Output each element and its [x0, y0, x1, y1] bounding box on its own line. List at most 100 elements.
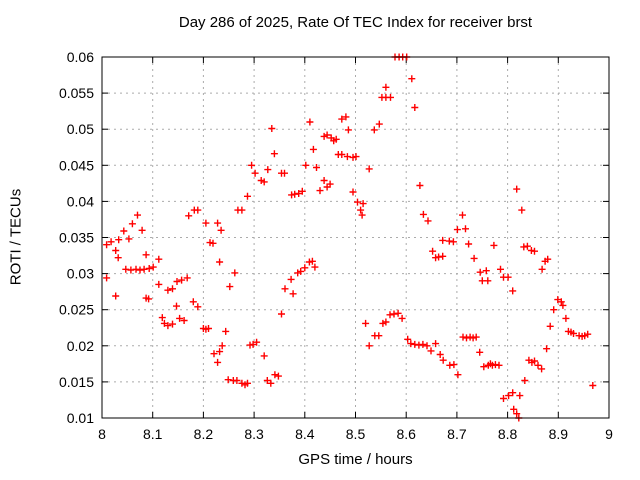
- data-point: [155, 255, 163, 263]
- data-point: [510, 405, 518, 413]
- data-point: [439, 356, 447, 364]
- data-point: [298, 187, 306, 195]
- data-point: [169, 285, 176, 293]
- data-point: [260, 352, 268, 360]
- data-point: [253, 338, 261, 346]
- data-point: [202, 219, 210, 227]
- y-tick-label: 0.05: [67, 121, 94, 137]
- data-point: [244, 379, 251, 387]
- data-point: [407, 340, 415, 348]
- data-point: [194, 206, 202, 214]
- data-point: [387, 93, 394, 101]
- data-point: [222, 327, 230, 335]
- data-point: [281, 169, 288, 177]
- data-point: [309, 145, 317, 153]
- x-tick-label: 8: [98, 426, 106, 442]
- data-point: [320, 177, 328, 184]
- data-point: [436, 351, 444, 358]
- data-point: [450, 361, 458, 369]
- data-point: [267, 379, 275, 387]
- data-point: [362, 319, 370, 327]
- data-point: [404, 335, 412, 343]
- data-point: [550, 306, 558, 314]
- data-point: [382, 83, 390, 91]
- data-point: [424, 217, 432, 225]
- x-tick-label: 8.6: [396, 426, 416, 442]
- data-point: [194, 303, 202, 311]
- data-point: [538, 365, 546, 373]
- data-point: [500, 395, 507, 402]
- data-point: [216, 258, 224, 266]
- data-point: [480, 363, 488, 371]
- data-point: [439, 236, 447, 244]
- data-point: [386, 311, 394, 319]
- data-point: [427, 347, 435, 355]
- data-point: [365, 165, 373, 173]
- data-point: [375, 120, 383, 128]
- x-tick-label: 8.4: [295, 426, 315, 442]
- data-point: [411, 104, 419, 111]
- data-point: [562, 314, 570, 322]
- data-point: [214, 219, 222, 227]
- data-point: [173, 278, 181, 285]
- data-point: [112, 247, 120, 254]
- data-point: [103, 241, 111, 249]
- data-point: [326, 180, 334, 188]
- data-point: [429, 247, 437, 255]
- data-point: [316, 187, 324, 195]
- data-point: [354, 198, 361, 206]
- data-point: [449, 238, 457, 246]
- data-point: [453, 226, 461, 234]
- data-point: [419, 210, 427, 218]
- data-point: [264, 166, 272, 174]
- data-point: [570, 330, 577, 337]
- data-point: [513, 185, 521, 193]
- data-point: [469, 334, 477, 342]
- y-tick-label: 0.03: [67, 266, 94, 282]
- data-point: [289, 290, 297, 298]
- data-point: [301, 264, 309, 272]
- data-point: [268, 125, 276, 132]
- data-point: [125, 235, 133, 243]
- x-tick-label: 8.3: [244, 426, 264, 442]
- data-point: [432, 340, 440, 348]
- data-point: [513, 410, 521, 418]
- data-point: [357, 206, 365, 214]
- y-tick-label: 0.045: [59, 157, 94, 173]
- data-point: [465, 240, 473, 248]
- data-point: [523, 242, 531, 250]
- data-point: [155, 280, 163, 288]
- data-point: [233, 377, 241, 384]
- data-point: [295, 190, 303, 197]
- data-point: [103, 274, 111, 282]
- data-point: [359, 200, 367, 208]
- data-point: [224, 376, 232, 384]
- data-point: [134, 211, 141, 219]
- data-point: [504, 273, 512, 281]
- y-tick-label: 0.015: [59, 374, 94, 390]
- data-point: [231, 269, 239, 277]
- x-tick-label: 8.2: [194, 426, 214, 442]
- data-point: [544, 255, 552, 263]
- data-point: [459, 333, 467, 341]
- data-point: [546, 322, 554, 330]
- data-point: [462, 225, 469, 233]
- data-point: [416, 182, 424, 189]
- x-tick-label: 8.9: [549, 426, 569, 442]
- plot-border: [101, 56, 610, 419]
- y-tick-label: 0.025: [59, 302, 94, 318]
- data-point: [559, 301, 567, 309]
- data-point: [349, 188, 357, 196]
- data-point: [509, 287, 517, 295]
- data-point: [308, 257, 316, 265]
- data-point: [302, 161, 310, 169]
- data-point: [128, 220, 136, 228]
- data-point: [505, 392, 513, 400]
- data-point: [271, 371, 279, 379]
- data-point: [217, 226, 225, 234]
- x-tick-label: 8.1: [143, 426, 163, 442]
- data-point: [534, 361, 542, 369]
- data-point: [278, 310, 285, 318]
- data-point: [497, 265, 504, 273]
